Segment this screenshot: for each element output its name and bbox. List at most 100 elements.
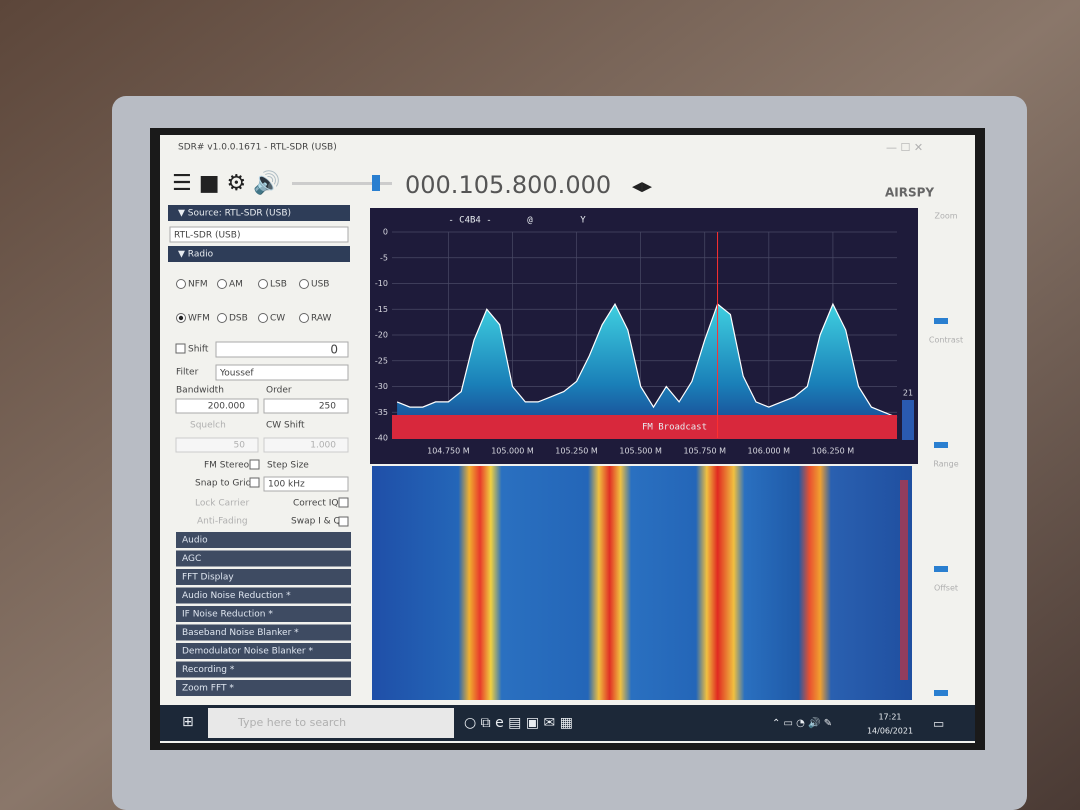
- radio-label[interactable]: RAW: [311, 314, 332, 324]
- rds-label: - C4B4 -: [448, 216, 491, 226]
- section-title[interactable]: Demodulator Noise Blanker *: [182, 647, 313, 657]
- source-dropdown[interactable]: [169, 226, 349, 243]
- checkbox[interactable]: [338, 516, 349, 527]
- bandwidth-value[interactable]: 200.000: [208, 402, 245, 412]
- x-tick-label: 106.000 M: [748, 447, 791, 456]
- shift-value[interactable]: 0: [330, 343, 338, 357]
- search-box[interactable]: [208, 708, 454, 738]
- checkbox[interactable]: [338, 497, 349, 508]
- volume-slider[interactable]: [292, 182, 392, 185]
- source-value[interactable]: RTL-SDR (USB): [174, 231, 240, 241]
- radio-label[interactable]: AM: [229, 280, 243, 290]
- label: FM Stereo: [204, 461, 250, 471]
- window-controls[interactable]: — ☐ ✕: [886, 141, 923, 154]
- order-input[interactable]: [263, 398, 349, 414]
- section-header[interactable]: [176, 532, 351, 548]
- section-header[interactable]: [176, 680, 351, 696]
- radio-button[interactable]: [217, 279, 227, 289]
- sidebar: ▼ Source: RTL-SDR (USB) RTL-SDR (USB) ▼ …: [168, 205, 351, 696]
- radio-button[interactable]: [299, 279, 309, 289]
- label: Squelch: [190, 421, 226, 431]
- scale-label: 21: [903, 389, 913, 398]
- radio-button[interactable]: [217, 313, 227, 323]
- volume-thumb[interactable]: [372, 175, 380, 191]
- label: Lock Carrier: [195, 499, 249, 509]
- checkbox[interactable]: [175, 343, 186, 354]
- spectrum-area: [397, 304, 897, 438]
- radio-label[interactable]: WFM: [188, 314, 210, 324]
- logo: AIRSPY: [885, 186, 934, 200]
- section-header[interactable]: [176, 606, 351, 622]
- frequency-display[interactable]: 000.105.800.000: [405, 171, 611, 199]
- radio-dot[interactable]: [178, 315, 184, 321]
- search-placeholder[interactable]: Type here to search: [237, 716, 346, 729]
- radio-header-text[interactable]: ▼ Radio: [178, 250, 214, 260]
- source-header-text[interactable]: ▼ Source: RTL-SDR (USB): [178, 209, 291, 219]
- label: Swap I & Q: [291, 517, 341, 527]
- radio-button[interactable]: [258, 279, 268, 289]
- label: Snap to Grid: [195, 479, 251, 489]
- slider-thumb[interactable]: [934, 566, 948, 572]
- radio-button[interactable]: [258, 313, 268, 323]
- slider-thumb[interactable]: [934, 690, 948, 696]
- shift-input[interactable]: [215, 341, 349, 358]
- radio-label[interactable]: USB: [311, 280, 329, 290]
- section-header[interactable]: [176, 587, 351, 604]
- section-header[interactable]: [176, 624, 351, 641]
- bandwidth-input[interactable]: [175, 398, 259, 414]
- section-header[interactable]: [176, 569, 351, 585]
- radio-header[interactable]: [168, 246, 350, 262]
- y-tick-label: -10: [375, 279, 388, 288]
- section-title[interactable]: Baseband Noise Blanker *: [182, 628, 299, 638]
- start-button[interactable]: ⊞: [182, 714, 194, 730]
- radio-button[interactable]: [299, 313, 309, 323]
- section-title[interactable]: Recording *: [182, 665, 235, 675]
- source-header[interactable]: [168, 205, 350, 221]
- section-header[interactable]: [176, 550, 351, 567]
- squelch-value[interactable]: 50: [234, 441, 246, 451]
- section-title[interactable]: IF Noise Reduction *: [182, 610, 273, 620]
- order-value[interactable]: 250: [319, 402, 336, 412]
- taskbar-icons[interactable]: ○ ⧉ e ▤ ▣ ✉ ▦: [464, 715, 573, 731]
- section-title[interactable]: AGC: [182, 554, 201, 564]
- section-title[interactable]: FFT Display: [182, 573, 234, 583]
- radio-label[interactable]: DSB: [229, 314, 248, 324]
- section-header[interactable]: [176, 643, 351, 659]
- waterfall-scale: [900, 480, 908, 680]
- x-tick-label: 105.250 M: [555, 447, 598, 456]
- scale-bar: [902, 400, 914, 440]
- slider-thumb[interactable]: [934, 318, 948, 324]
- filter-dropdown[interactable]: [215, 364, 349, 381]
- band-label: FM Broadcast: [642, 423, 707, 433]
- step-dropdown[interactable]: [263, 476, 349, 492]
- section-header[interactable]: [176, 661, 351, 678]
- tray-icons[interactable]: ⌃ ▭ ◔ 🔊 ✎: [772, 716, 832, 729]
- control-label: Zoom: [934, 212, 957, 221]
- notifications[interactable]: ▭: [933, 717, 944, 731]
- radio-label[interactable]: NFM: [188, 280, 208, 290]
- waterfall: [372, 466, 912, 700]
- freq-arrows[interactable]: ◀▶: [632, 180, 652, 195]
- window-title: SDR# v1.0.0.1671 - RTL-SDR (USB): [178, 143, 337, 153]
- checkbox[interactable]: [249, 477, 260, 488]
- y-tick-label: -20: [375, 331, 388, 340]
- x-tick-label: 104.750 M: [427, 447, 470, 456]
- rds-label: @: [527, 216, 533, 226]
- radio-label[interactable]: CW: [270, 314, 285, 324]
- squelch-input[interactable]: [175, 437, 259, 453]
- label: Bandwidth: [176, 386, 224, 396]
- section-title[interactable]: Zoom FFT *: [182, 684, 234, 694]
- checkbox[interactable]: [249, 459, 260, 470]
- section-title[interactable]: Audio: [182, 536, 208, 546]
- section-title[interactable]: Audio Noise Reduction *: [182, 591, 291, 601]
- cwshift-value[interactable]: 1.000: [310, 441, 336, 451]
- step-value[interactable]: 100 kHz: [268, 480, 305, 490]
- cwshift-input[interactable]: [263, 437, 349, 453]
- menu-icon[interactable]: ☰ ■ ⚙ 🔊: [172, 169, 281, 196]
- filter-value[interactable]: Youssef: [219, 369, 254, 379]
- y-tick-label: -40: [375, 434, 388, 443]
- x-tick-label: 106.250 M: [812, 447, 855, 456]
- radio-label[interactable]: LSB: [270, 280, 287, 290]
- radio-button[interactable]: [176, 279, 186, 289]
- slider-thumb[interactable]: [934, 442, 948, 448]
